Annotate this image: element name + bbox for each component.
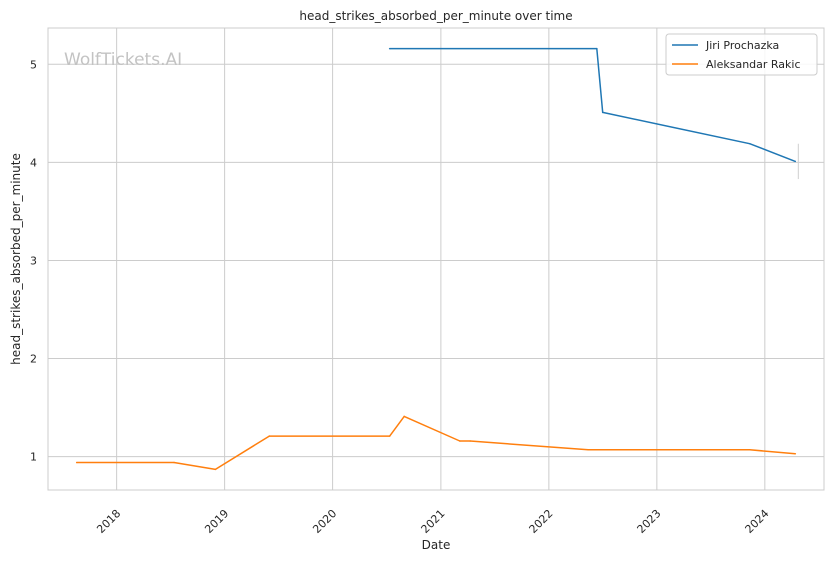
x-axis-label: Date: [422, 538, 451, 552]
data-point-aleksandar-rakic-6: [459, 440, 461, 442]
data-point-jiri-prochazka-1: [596, 47, 598, 50]
watermark: WolfTickets.AI: [64, 50, 182, 70]
y-tick-label-5: 5: [30, 58, 37, 71]
plot-frame: [47, 27, 825, 491]
data-point-jiri-prochazka-4: [794, 160, 797, 163]
grid: [48, 28, 824, 490]
data-point-aleksandar-rakic-8: [587, 449, 589, 451]
y-tick-label-3: 3: [30, 254, 37, 267]
data-point-aleksandar-rakic-5: [403, 415, 405, 418]
y-axis-label: head_strikes_absorbed_per_minute: [9, 153, 23, 365]
y-tick-label-2: 2: [30, 353, 37, 366]
data-point-jiri-prochazka-0: [388, 47, 391, 50]
legend: Jiri Prochazka Aleksandar Rakic: [665, 33, 818, 76]
data-point-aleksandar-rakic-3: [268, 435, 271, 437]
y-tick-label-4: 4: [30, 156, 37, 169]
data-point-aleksandar-rakic-7: [469, 440, 471, 442]
y-tick-label-1: 1: [30, 451, 37, 464]
data-point-aleksandar-rakic-2: [214, 468, 217, 471]
legend-label-jiri-prochazka: Jiri Prochazka: [705, 39, 779, 52]
legend-box: [665, 33, 818, 76]
data-point-jiri-prochazka-3: [748, 142, 751, 145]
chart-title: head_strikes_absorbed_per_minute over ti…: [299, 9, 572, 23]
data-point-jiri-prochazka-2: [601, 111, 604, 114]
legend-label-aleksandar-rakic: Aleksandar Rakic: [706, 58, 801, 71]
data-point-aleksandar-rakic-4: [388, 435, 391, 437]
data-point-aleksandar-rakic-1: [173, 461, 175, 464]
data-point-aleksandar-rakic-0: [75, 461, 78, 464]
data-point-aleksandar-rakic-10: [794, 452, 797, 455]
series-layer: [75, 47, 799, 471]
data-point-aleksandar-rakic-9: [748, 449, 751, 451]
